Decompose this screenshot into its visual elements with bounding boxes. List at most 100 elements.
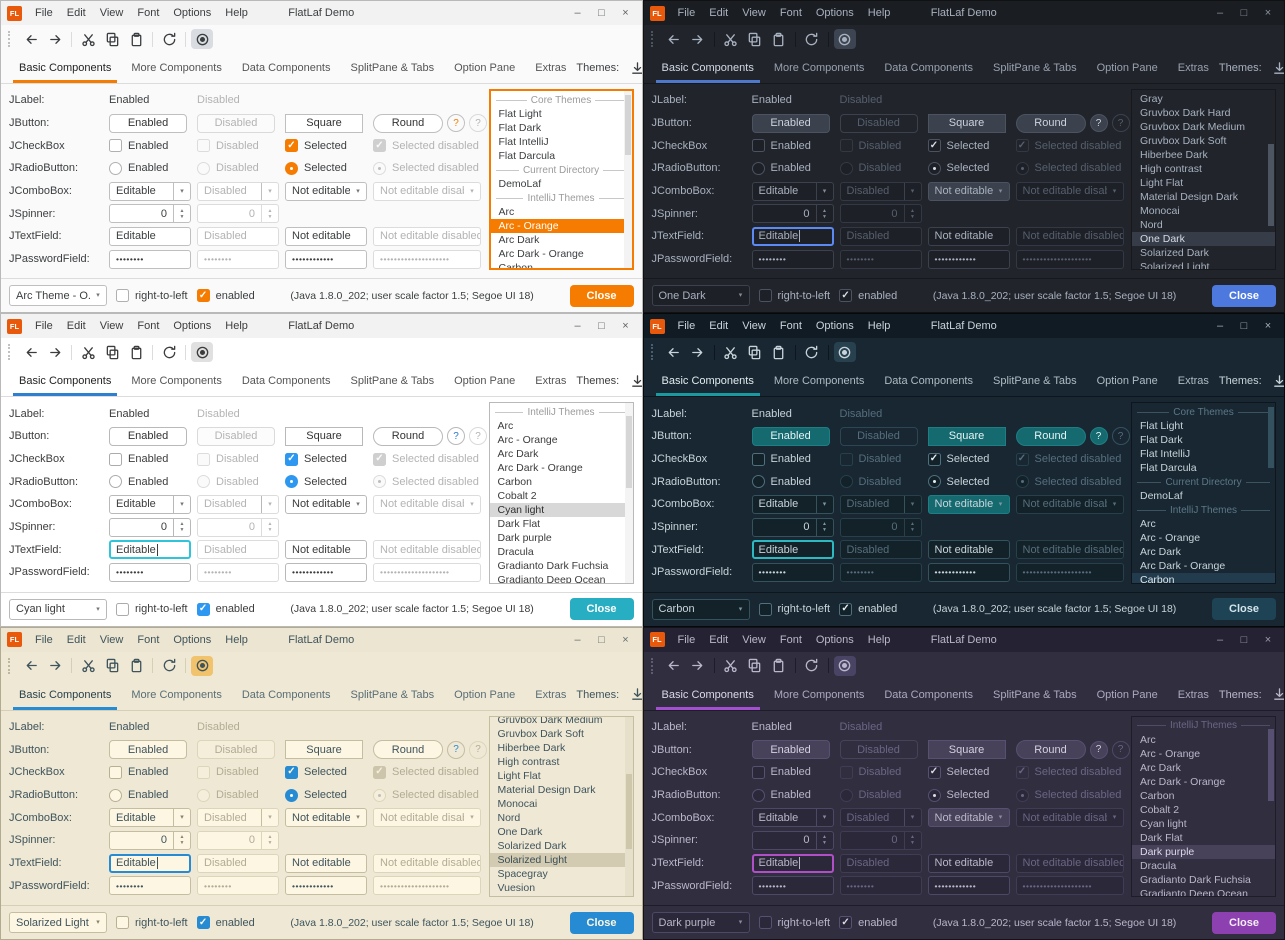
theme-list-item-high-contrast[interactable]: High contrast: [497, 755, 560, 768]
close-button[interactable]: Close: [569, 598, 634, 621]
theme-list-item-arc[interactable]: Arc: [1140, 733, 1156, 746]
theme-list-item-flat-light[interactable]: Flat Light: [1140, 420, 1184, 433]
tab-basic-components[interactable]: Basic Components: [9, 366, 121, 397]
theme-list-item-dracula[interactable]: Dracula: [497, 546, 534, 559]
lookandfeel-combobox[interactable]: Dark purple ▾: [651, 912, 750, 933]
menu-help[interactable]: Help: [225, 7, 248, 19]
radio-enabled[interactable]: Enabled: [109, 788, 197, 802]
minimize-button[interactable]: –: [574, 633, 581, 646]
checkbox-selected[interactable]: ✓ Selected: [927, 765, 1016, 779]
tab-extras[interactable]: Extras: [535, 688, 567, 701]
tab-basic-components[interactable]: Basic Components: [9, 53, 121, 83]
checkbox-enabled[interactable]: Enabled: [109, 765, 197, 779]
theme-list-item-flat-intellij[interactable]: Flat IntelliJ: [498, 136, 549, 148]
combobox-not-editable[interactable]: Not editable ▾: [927, 808, 1010, 828]
theme-list-item-arc-dark-orange[interactable]: Arc Dark - Orange: [498, 248, 584, 260]
show-details-eye-icon[interactable]: [833, 29, 856, 49]
close-button[interactable]: Close: [569, 911, 634, 934]
back-icon[interactable]: [20, 342, 42, 362]
combobox-not-editable[interactable]: Not editable ▾: [927, 181, 1010, 201]
spinner-enabled[interactable]: 0 ▲ ▼: [109, 517, 191, 537]
passwordfield-editable[interactable]: ••••••••: [751, 562, 834, 582]
checkbox-selected[interactable]: ✓ Selected: [927, 139, 1016, 153]
menu-edit[interactable]: Edit: [709, 7, 729, 19]
close-window-button[interactable]: ×: [622, 320, 629, 333]
theme-list-item-carbon[interactable]: Carbon: [497, 476, 532, 489]
menu-help[interactable]: Help: [867, 633, 891, 646]
menu-font[interactable]: Font: [779, 7, 802, 19]
jbutton-enabled-button[interactable]: Enabled: [751, 740, 830, 760]
tab-more-components[interactable]: More Components: [773, 62, 865, 74]
close-window-button[interactable]: ×: [1264, 633, 1272, 646]
menu-view[interactable]: View: [99, 320, 124, 333]
passwordfield-editable[interactable]: ••••••••: [109, 876, 191, 896]
theme-list-item-vuesion[interactable]: Vuesion: [497, 881, 536, 894]
close-button[interactable]: Close: [1212, 598, 1276, 621]
tab-data-components[interactable]: Data Components: [241, 375, 331, 388]
menu-file[interactable]: File: [35, 320, 53, 333]
maximize-button[interactable]: □: [1240, 633, 1248, 646]
menu-view[interactable]: View: [742, 7, 766, 19]
theme-list-item-arc-orange[interactable]: Arc - Orange: [490, 219, 632, 233]
theme-list-item-cobalt-2[interactable]: Cobalt 2: [497, 490, 537, 503]
theme-list-item-light-flat[interactable]: Light Flat: [1140, 177, 1184, 189]
jbutton-round-button[interactable]: Round: [1015, 426, 1086, 446]
jbutton-square-button[interactable]: Square: [927, 113, 1006, 133]
theme-list-item-one-dark[interactable]: One Dark: [497, 825, 543, 838]
checkbox-selected[interactable]: ✓ Selected: [285, 765, 373, 779]
theme-list-item-light-flat[interactable]: Light Flat: [497, 769, 541, 782]
help-button[interactable]: ?: [447, 427, 465, 446]
textfield-editable[interactable]: Editable: [751, 226, 834, 246]
tab-extras[interactable]: Extras: [535, 375, 567, 388]
right-to-left-checkbox[interactable]: right-to-left: [116, 602, 188, 616]
menu-options[interactable]: Options: [815, 633, 854, 646]
theme-list-item-one-dark[interactable]: One Dark: [1132, 232, 1275, 246]
theme-list-item-dracula[interactable]: Dracula: [1140, 859, 1177, 872]
menu-help[interactable]: Help: [867, 7, 891, 19]
enabled-checkbox[interactable]: ✓ enabled: [839, 916, 897, 929]
copy-icon[interactable]: [744, 29, 766, 49]
menu-font[interactable]: Font: [779, 633, 802, 646]
textfield-editable[interactable]: Editable: [109, 853, 191, 873]
theme-list-item-arc-orange[interactable]: Arc - Orange: [497, 434, 558, 447]
theme-list-item-material-design-dark[interactable]: Material Design Dark: [497, 783, 596, 796]
tab-more-components[interactable]: More Components: [773, 375, 865, 388]
theme-list-item-solarized-dark[interactable]: Solarized Dark: [1140, 247, 1209, 259]
spinner-enabled[interactable]: 0 ▲ ▼: [751, 204, 834, 224]
toolbar-grip[interactable]: [8, 344, 13, 361]
tab-extras[interactable]: Extras: [1177, 375, 1209, 388]
jbutton-square-button[interactable]: Square: [285, 113, 363, 133]
paste-icon[interactable]: [768, 342, 790, 362]
cut-icon[interactable]: [720, 342, 742, 362]
tab-splitpane-tabs[interactable]: SplitPane & Tabs: [993, 375, 1077, 388]
toolbar-grip[interactable]: [8, 657, 13, 674]
menu-font[interactable]: Font: [779, 320, 802, 333]
tab-data-components[interactable]: Data Components: [241, 62, 331, 74]
forward-icon[interactable]: [687, 29, 709, 49]
theme-list-item-demolaf[interactable]: DemoLaf: [498, 178, 542, 190]
jbutton-enabled-button[interactable]: Enabled: [109, 740, 187, 760]
theme-list-item-spacegray[interactable]: Spacegray: [497, 867, 548, 880]
tab-basic-components[interactable]: Basic Components: [652, 680, 764, 710]
theme-list-item-dark-flat[interactable]: Dark Flat: [497, 518, 541, 531]
download-icon[interactable]: [1269, 685, 1285, 705]
jbutton-round-button[interactable]: Round: [373, 740, 443, 760]
checkbox-enabled[interactable]: Enabled: [751, 139, 840, 153]
lookandfeel-combobox[interactable]: Solarized Light ▾: [9, 912, 107, 933]
radio-enabled[interactable]: Enabled: [109, 475, 197, 489]
tab-extras[interactable]: Extras: [1177, 688, 1209, 701]
show-details-eye-icon[interactable]: [191, 29, 213, 49]
theme-list-item-material-design-dark[interactable]: Material Design Dark: [1140, 191, 1239, 203]
menu-file[interactable]: File: [35, 7, 53, 19]
scrollbar-track[interactable]: [1267, 403, 1275, 582]
cut-icon[interactable]: [720, 656, 742, 676]
maximize-button[interactable]: □: [598, 633, 605, 646]
help-button[interactable]: ?: [1089, 740, 1108, 759]
tab-data-components[interactable]: Data Components: [884, 375, 973, 388]
theme-list-item-gruvbox-dark-soft[interactable]: Gruvbox Dark Soft: [1140, 135, 1227, 147]
enabled-checkbox[interactable]: ✓ enabled: [196, 602, 255, 616]
maximize-button[interactable]: □: [1240, 7, 1248, 19]
radio-enabled[interactable]: Enabled: [751, 788, 840, 802]
tab-splitpane-tabs[interactable]: SplitPane & Tabs: [993, 62, 1077, 74]
spinner-enabled[interactable]: 0 ▲ ▼: [109, 204, 191, 224]
